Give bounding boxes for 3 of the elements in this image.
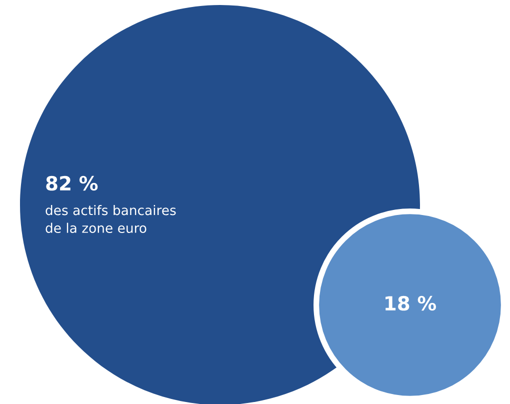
data-label: 18 %: [386, 296, 436, 311]
category-label: des actifs bancaires de la zone euro: [46, 205, 176, 233]
data-label: 82 %: [46, 176, 98, 191]
